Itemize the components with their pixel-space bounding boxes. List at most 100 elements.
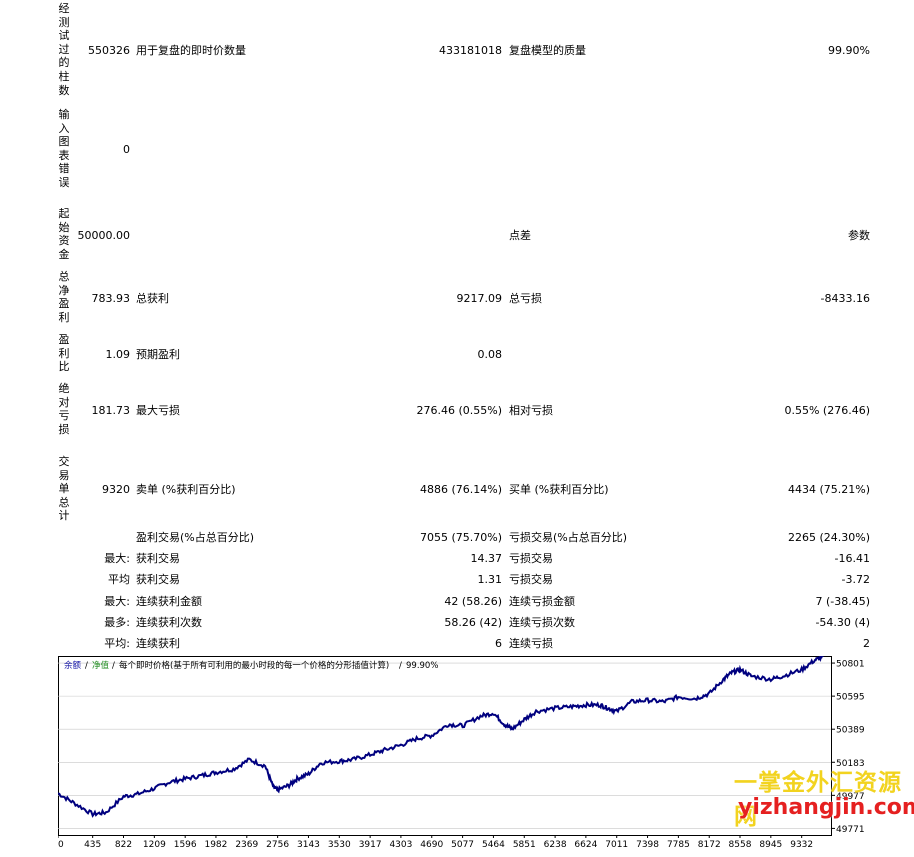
label-consecutive-wins-amount: 连续获利金额 — [136, 595, 202, 608]
y-tick-label: 50595 — [836, 693, 865, 703]
value-maximal-drawdown: 276.46 (0.55%) — [416, 404, 502, 417]
chart-plot-frame — [58, 656, 832, 836]
label-loss-trades: 亏损交易(%占总百分比) — [509, 531, 628, 544]
label-largest-loss-trade: 亏损交易 — [509, 552, 553, 565]
x-tick-label: 3530 — [328, 840, 351, 850]
x-tick-label: 822 — [115, 840, 132, 850]
value-loss-trades: 2265 (24.30%) — [787, 531, 870, 544]
label-long-positions: 买单 (%获利百分比) — [509, 483, 609, 496]
value-average-loss-trade: -3.72 — [841, 573, 870, 586]
balance-chart: 余额 / 净值 / 每个即时价格(基于所有可利用的最小时段的每一个价格的分形插值… — [58, 656, 865, 850]
label-gross-profit: 总获利 — [136, 292, 169, 305]
label-average-profit-trade: 获利交易 — [136, 573, 180, 586]
value-ticks-modelled: 433181018 — [439, 44, 502, 57]
label-average-consecutive: 平均: — [104, 637, 130, 650]
label-maximum: 最大: — [104, 595, 130, 608]
label-largest-profit-trade: 获利交易 — [136, 552, 180, 565]
value-consecutive-losses-amount: 7 (-38.45) — [815, 595, 870, 608]
watermark-url: yizhangjin.com — [738, 795, 914, 820]
watermark-title: 一掌金外汇资源网 — [734, 770, 902, 830]
label-largest: 最大: — [104, 552, 130, 565]
chart-legend: 余额 / 净值 / 每个即时价格(基于所有可利用的最小时段的每一个价格的分形插值… — [64, 660, 438, 671]
label-initial-deposit: 起始资金 — [58, 207, 70, 261]
label-relative-drawdown: 相对亏损 — [509, 404, 553, 417]
legend-separator: / — [85, 661, 88, 671]
legend-separator: / — [112, 661, 115, 671]
value-consecutive-wins-amount: 42 (58.26) — [444, 595, 502, 608]
x-tick-label: 3143 — [297, 840, 320, 850]
label-consecutive-wins-count: 连续获利次数 — [136, 616, 202, 629]
y-axis: 50801 50595 50389 50183 49977 49771 — [831, 660, 865, 835]
value-consecutive-wins-count: 58.26 (42) — [444, 616, 502, 629]
x-tick-label: 7785 — [667, 840, 690, 850]
legend-separator: / — [399, 661, 402, 671]
x-tick-label: 8945 — [759, 840, 782, 850]
chart-grid — [58, 662, 831, 829]
label-expected-payoff: 预期盈利 — [136, 348, 180, 361]
value-relative-drawdown: 0.55% (276.46) — [784, 404, 870, 417]
x-tick-label: 7011 — [605, 840, 628, 850]
label-maximal: 最多: — [104, 616, 130, 629]
x-tick-label: 8558 — [729, 840, 752, 850]
x-tick-label: 5077 — [451, 840, 474, 850]
label-gross-loss: 总亏损 — [509, 292, 542, 305]
value-modelling-quality: 99.90% — [828, 44, 870, 57]
label-average-consecutive-wins: 连续获利 — [136, 637, 180, 650]
x-tick-label: 1982 — [204, 840, 227, 850]
y-tick-label: 49977 — [836, 792, 865, 802]
x-tick-label: 2369 — [235, 840, 258, 850]
label-total-trades: 交易单总计 — [58, 455, 70, 523]
value-average-consecutive-losses: 2 — [863, 637, 870, 650]
value-largest-profit-trade: 14.37 — [470, 552, 503, 565]
label-bars-tested: 经测试过的柱数 — [58, 2, 70, 97]
label-average-loss-trade: 亏损交易 — [509, 573, 553, 586]
legend-equity: 净值 — [92, 660, 110, 671]
value-gross-profit: 9217.09 — [456, 292, 503, 305]
value-profit-factor: 1.09 — [105, 348, 131, 361]
x-tick-label: 3917 — [359, 840, 382, 850]
value-average-profit-trade: 1.31 — [477, 573, 503, 586]
x-tick-label: 9332 — [790, 840, 813, 850]
value-spread: 参数 — [848, 229, 870, 242]
label-average-consecutive-losses: 连续亏损 — [509, 637, 553, 650]
label-consecutive-losses-amount: 连续亏损金额 — [509, 595, 575, 608]
label-modelling-quality: 复盘模型的质量 — [509, 44, 586, 57]
label-spread: 点差 — [509, 229, 531, 242]
x-tick-label: 2756 — [266, 840, 289, 850]
label-mismatched-errors: 输入图表错误 — [58, 108, 70, 189]
x-axis: 0 435 822 1209 1596 1982 2369 2756 3143 3530 3917 4… — [58, 835, 813, 850]
label-ticks-modelled: 用于复盘的即时价数量 — [136, 44, 246, 57]
x-tick-label: 0 — [58, 840, 64, 850]
x-tick-label: 6238 — [544, 840, 567, 850]
value-mismatched-errors: 0 — [123, 143, 130, 156]
value-consecutive-losses-count: -54.30 (4) — [815, 616, 870, 629]
label-profit-trades: 盈利交易(%占总百分比) — [136, 531, 255, 544]
x-tick-label: 4303 — [389, 840, 412, 850]
label-absolute-drawdown: 绝对亏损 — [58, 382, 70, 436]
x-tick-label: 435 — [84, 840, 101, 850]
label-short-positions: 卖单 (%获利百分比) — [136, 483, 236, 496]
value-gross-loss: -8433.16 — [820, 292, 870, 305]
value-bars-tested: 550326 — [88, 44, 130, 57]
x-tick-label: 8172 — [698, 840, 721, 850]
value-profit-trades: 7055 (75.70%) — [419, 531, 502, 544]
value-total-trades: 9320 — [102, 483, 130, 496]
x-tick-label: 7398 — [636, 840, 659, 850]
y-tick-label: 50801 — [836, 660, 865, 670]
x-tick-label: 1209 — [143, 840, 166, 850]
value-long-positions: 4434 (75.21%) — [787, 483, 870, 496]
value-expected-payoff: 0.08 — [477, 348, 503, 361]
legend-description: 每个即时价格(基于所有可利用的最小时段的每一个价格的分形插值计算) — [119, 660, 389, 671]
legend-quality: 99.90% — [406, 661, 438, 671]
legend-balance: 余额 — [64, 660, 82, 671]
x-tick-label: 4690 — [420, 840, 443, 850]
label-average: 平均 — [108, 573, 130, 586]
label-total-net-profit: 总净盈利 — [58, 270, 70, 324]
y-tick-label: 50389 — [836, 726, 865, 736]
y-tick-label: 49771 — [836, 825, 865, 835]
value-initial-deposit: 50000.00 — [77, 229, 131, 242]
x-tick-label: 1596 — [174, 840, 197, 850]
x-tick-label: 6624 — [574, 840, 597, 850]
x-tick-label: 5464 — [482, 840, 505, 850]
label-consecutive-losses-count: 连续亏损次数 — [509, 616, 575, 629]
